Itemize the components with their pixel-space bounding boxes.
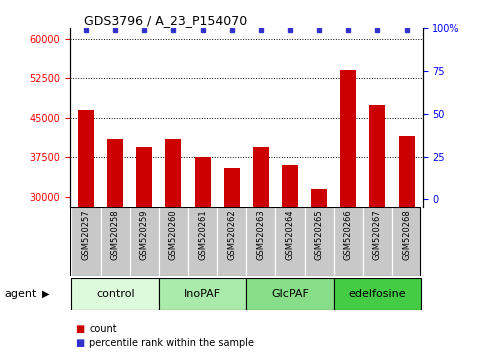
Text: agent: agent bbox=[5, 289, 37, 299]
Text: GSM520265: GSM520265 bbox=[315, 209, 324, 260]
Text: percentile rank within the sample: percentile rank within the sample bbox=[89, 338, 255, 348]
Bar bbox=[130, 207, 159, 276]
Text: count: count bbox=[89, 324, 117, 334]
Bar bbox=[246, 278, 334, 310]
Bar bbox=[71, 278, 159, 310]
Text: control: control bbox=[96, 289, 134, 299]
Bar bbox=[107, 139, 123, 207]
Text: GSM520264: GSM520264 bbox=[285, 209, 295, 260]
Bar bbox=[188, 207, 217, 276]
Bar bbox=[334, 207, 363, 276]
Bar bbox=[100, 207, 130, 276]
Text: GSM520260: GSM520260 bbox=[169, 209, 178, 260]
Text: GSM520263: GSM520263 bbox=[256, 209, 265, 260]
Text: edelfosine: edelfosine bbox=[349, 289, 406, 299]
Bar bbox=[166, 139, 182, 207]
Bar bbox=[78, 110, 94, 207]
Bar bbox=[159, 278, 246, 310]
Text: InoPAF: InoPAF bbox=[184, 289, 221, 299]
Bar bbox=[392, 207, 421, 276]
Text: GDS3796 / A_23_P154070: GDS3796 / A_23_P154070 bbox=[84, 14, 247, 27]
Text: GlcPAF: GlcPAF bbox=[271, 289, 309, 299]
Bar bbox=[159, 207, 188, 276]
Bar bbox=[217, 207, 246, 276]
Text: GSM520259: GSM520259 bbox=[140, 209, 149, 260]
Bar bbox=[224, 168, 240, 207]
Bar bbox=[398, 136, 414, 207]
Bar bbox=[71, 207, 100, 276]
Text: GSM520257: GSM520257 bbox=[82, 209, 90, 260]
Bar bbox=[341, 70, 356, 207]
Text: GSM520266: GSM520266 bbox=[344, 209, 353, 260]
Text: ▶: ▶ bbox=[42, 289, 50, 299]
Bar bbox=[195, 157, 211, 207]
Text: GSM520258: GSM520258 bbox=[111, 209, 120, 260]
Bar bbox=[305, 207, 334, 276]
Text: ■: ■ bbox=[75, 324, 84, 334]
Bar bbox=[363, 207, 392, 276]
Bar bbox=[246, 207, 275, 276]
Bar bbox=[136, 147, 152, 207]
Bar bbox=[275, 207, 305, 276]
Text: GSM520262: GSM520262 bbox=[227, 209, 236, 260]
Bar bbox=[253, 147, 269, 207]
Bar bbox=[311, 189, 327, 207]
Bar bbox=[334, 278, 421, 310]
Text: GSM520261: GSM520261 bbox=[198, 209, 207, 260]
Text: ■: ■ bbox=[75, 338, 84, 348]
Bar bbox=[369, 104, 385, 207]
Text: GSM520267: GSM520267 bbox=[373, 209, 382, 260]
Bar bbox=[282, 165, 298, 207]
Text: GSM520268: GSM520268 bbox=[402, 209, 411, 260]
